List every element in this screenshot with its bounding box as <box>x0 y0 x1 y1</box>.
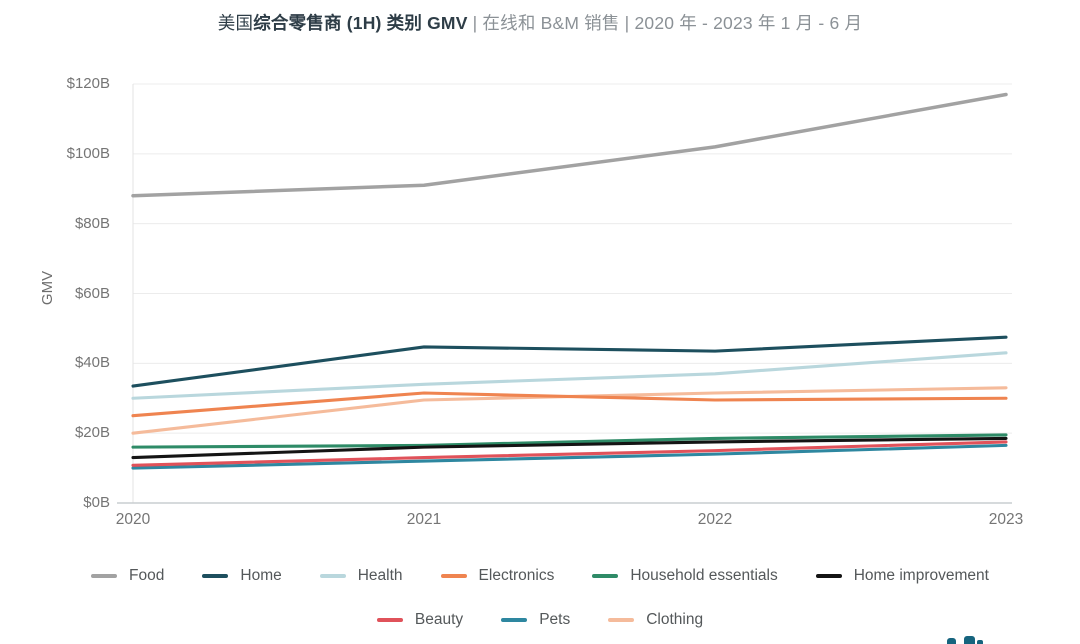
legend-item-electronics[interactable]: Electronics <box>440 567 555 585</box>
legend-swatch-health <box>319 574 346 578</box>
legend-item-food[interactable]: Food <box>91 567 164 585</box>
legend-label: Home improvement <box>853 567 989 584</box>
legend-swatch-clothing <box>608 618 635 622</box>
legend-swatch-electronics <box>440 574 467 578</box>
y-tick-label: $60B <box>74 284 110 302</box>
y-tick-label: $80B <box>74 214 110 232</box>
x-tick-label: 2020 <box>115 511 151 528</box>
series-line-home-improvement <box>131 436 1008 460</box>
title-prefix: 美国 <box>217 13 254 33</box>
legend-swatch-home-improvement <box>815 574 842 578</box>
logo-fragment <box>964 636 975 644</box>
y-tick-label: $120B <box>66 75 110 92</box>
legend-row-2: Beauty Pets Clothing <box>0 607 1080 633</box>
series-line-beauty <box>131 440 1008 467</box>
series-line-food <box>131 92 1008 198</box>
legend-item-clothing[interactable]: Clothing <box>608 611 703 629</box>
series-line-health <box>131 351 1008 400</box>
legend-swatch-household-essentials <box>592 574 619 578</box>
legend-label: Food <box>129 567 165 584</box>
legend-label: Pets <box>539 611 571 628</box>
legend-label: Clothing <box>646 611 704 628</box>
legend-swatch-food <box>91 574 118 578</box>
logo-fragment <box>947 638 956 644</box>
x-tick-label: 2023 <box>988 511 1024 528</box>
y-tick-label: $100B <box>66 144 110 162</box>
x-tick-label: 2021 <box>406 511 442 528</box>
title-main: 综合零售商 (1H) 类别 GMV <box>253 13 468 33</box>
series-line-home <box>131 335 1008 388</box>
legend-item-household-essentials[interactable]: Household essentials <box>592 567 778 585</box>
legend-label: Home <box>240 567 282 584</box>
title-subtitle: | 在线和 B&M 销售 | 2020 年 - 2023 年 1 月 - 6 月 <box>467 13 863 33</box>
legend-item-health[interactable]: Health <box>319 567 403 585</box>
logo-fragment <box>977 640 983 644</box>
x-tick-label: 2022 <box>697 511 733 528</box>
chart-title: 美国综合零售商 (1H) 类别 GMV | 在线和 B&M 销售 | 2020 … <box>0 11 1080 35</box>
legend-label: Electronics <box>478 567 555 584</box>
series-line-clothing <box>131 386 1008 435</box>
legend-item-home[interactable]: Home <box>202 567 282 585</box>
legend-swatch-pets <box>501 618 528 622</box>
legend-item-beauty[interactable]: Beauty <box>376 611 464 629</box>
series-line-household-essentials <box>131 433 1008 449</box>
legend-swatch-beauty <box>376 618 403 622</box>
legend-label: Health <box>357 567 403 584</box>
series-line-electronics <box>131 391 1008 418</box>
legend-label: Beauty <box>414 611 464 628</box>
series-line-pets <box>131 443 1008 470</box>
legend-row-1: Food Home Health Electronics Household essen… <box>0 563 1080 589</box>
legend-swatch-home <box>202 574 229 578</box>
y-tick-label: $20B <box>74 424 110 442</box>
legend-item-home-improvement[interactable]: Home improvement <box>815 567 989 585</box>
y-tick-label: $40B <box>74 354 110 372</box>
legend-label: Household essentials <box>630 567 778 584</box>
y-tick-label: $0B <box>83 494 110 511</box>
legend-item-pets[interactable]: Pets <box>501 611 570 629</box>
